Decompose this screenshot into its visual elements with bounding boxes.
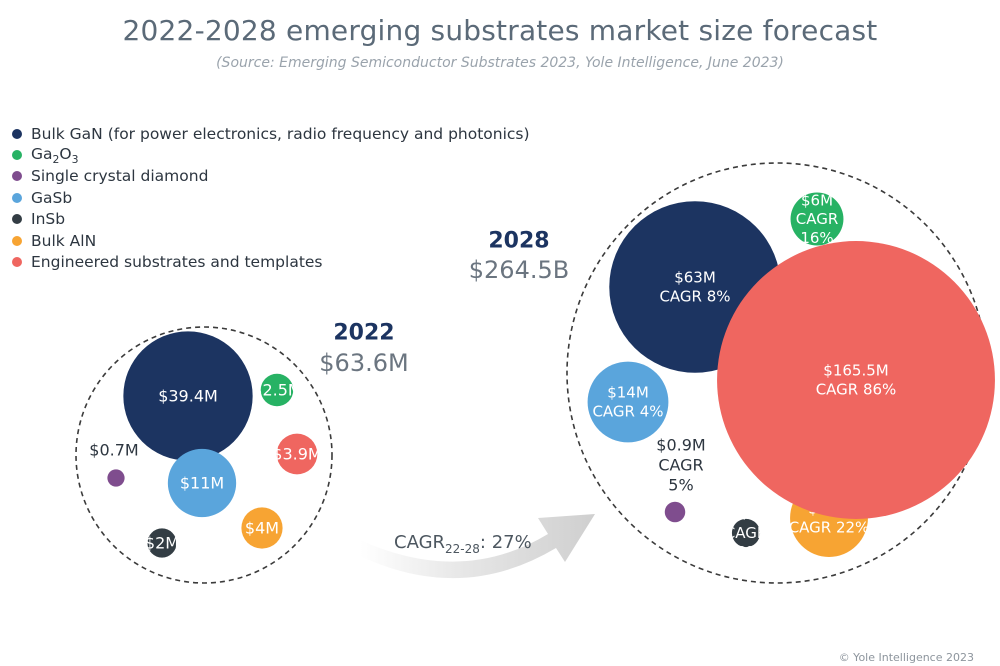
group-boundary-2022 [75,326,333,584]
bubble-cagr-label: 16% [800,229,833,247]
bubble-value-label: $2.5M [252,381,301,400]
bubble-value-label: $0.9M [656,436,705,455]
bubble-value-label: $63M [674,269,716,287]
legend-swatch [12,171,22,182]
legend-item-diamond: Single crystal diamond [12,166,530,187]
bubble-2022-ga2o3 [260,373,294,407]
bubble-2022-engineered-substrates-and-templates [276,433,318,475]
legend-label: GaSb [31,188,73,207]
legend-item-bulk-aln: Bulk AlN [12,230,530,251]
bubble-value-label: $1.7M [723,505,769,523]
growth-arrow [360,514,595,579]
legend-label: Single crystal diamond [31,167,209,186]
bubble-2022-bulk-gan-for-power-electronics-radio-frequency-and-photonics [123,331,253,461]
bubble-value-label: $2M [145,534,179,553]
legend-item-insb: InSb [12,209,530,230]
bubble-cagr-label: CAGR 86% [816,380,897,398]
bubble-value-label: $3.9M [272,445,321,464]
legend-swatch [12,257,22,268]
copyright: © Yole Intelligence 2023 [838,651,974,664]
chart-subtitle: (Source: Emerging Semiconductor Substrat… [216,55,784,71]
bubble-value-label: $39.4M [158,387,218,406]
bubble-value-label: $0.7M [89,441,138,460]
bubble-value-label: $4M [245,519,279,538]
group-year-2022: 2022 [333,321,394,346]
chart-title: 2022-2028 emerging substrates market siz… [122,14,878,47]
bubble-cagr-label: CAGR [725,524,768,542]
legend-item-gasb: GaSb [12,187,530,208]
bubble-cagr-label: CAGR [796,210,839,228]
bubble-2028-ga2o3 [790,192,844,246]
group-total-2028: $264.5B [469,256,569,284]
bubble-2028-engineered-substrates-and-templates [717,241,995,519]
bubble-cagr-label: 5% [668,476,693,495]
legend-label: Bulk GaN (for power electronics, radio f… [31,124,530,143]
legend-label: Engineered substrates and templates [31,253,323,272]
legend-swatch [12,128,22,139]
legend-label: Bulk AlN [31,231,97,250]
overall-cagr-label: CAGR22-28: 27% [394,532,532,556]
bubble-2028-single-crystal-diamond [664,501,686,523]
bubble-value-label: $6M [801,191,833,209]
bubble-2022-insb [147,528,177,558]
legend-swatch [12,235,22,246]
bubble-value-label: $11M [180,474,224,493]
legend-item-bulk-gan: Bulk GaN (for power electronics, radio f… [12,123,530,144]
bubble-cagr-label: CAGR 8% [659,287,730,305]
bubble-value-label: $14M [607,384,649,402]
bubble-cagr-label: CAGR 22% [789,518,870,536]
bubble-2028-insb [731,518,761,548]
bubble-cagr-label: CAGR [658,456,703,475]
legend: Bulk GaN (for power electronics, radio f… [12,123,530,273]
bubble-value-label: $165.5M [823,362,888,380]
bubble-2022-gasb [167,448,237,518]
legend-swatch [12,192,22,203]
group-total-2022: $63.6M [319,349,408,377]
bubble-cagr-label: CAGR 4% [592,402,663,420]
legend-swatch [12,150,22,161]
bubble-2028-gasb [587,361,669,443]
legend-item-ga2o3: Ga2O3 [12,144,530,166]
bubble-2022-single-crystal-diamond [107,469,125,487]
legend-label: InSb [31,210,66,229]
bubble-2022-bulk-aln [241,507,283,549]
group-year-2028: 2028 [488,229,549,254]
legend-swatch [12,214,22,225]
legend-label: Ga2O3 [31,144,79,166]
legend-item-engineered: Engineered substrates and templates [12,251,530,272]
bubble-cagr-label: -3% [731,543,760,561]
